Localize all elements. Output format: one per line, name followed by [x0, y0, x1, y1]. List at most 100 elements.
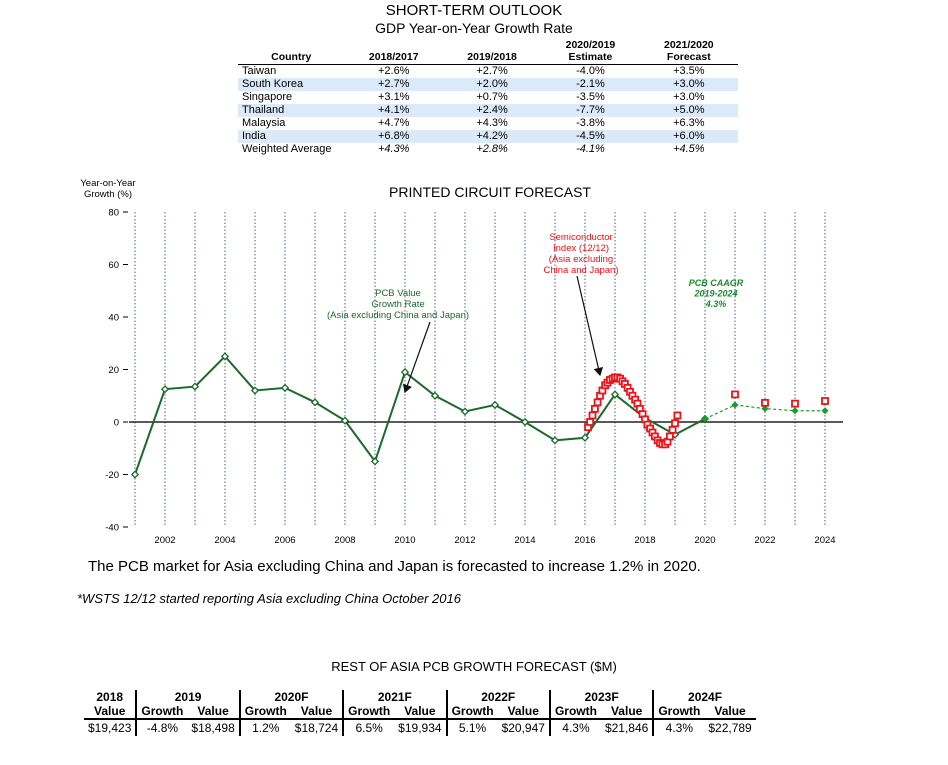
pcb-point [430, 391, 440, 400]
roa-subheader: Value [84, 704, 137, 720]
semiconductor-point [666, 432, 674, 441]
gdp-col-country: Country [238, 39, 345, 65]
gdp-value: -4.0% [576, 65, 605, 77]
gdp-row: Weighted Average +4.3% +2.8% -4.1% +4.5% [238, 143, 738, 156]
gdp-row: Singapore +3.1% +0.7% -3.5% +3.0% [238, 91, 738, 104]
roa-year: 2024F [652, 690, 756, 704]
gdp-value: +3.0% [639, 78, 738, 91]
pcb-point [340, 416, 350, 425]
chart-annotation: PCB Value [375, 288, 421, 299]
gdp-row: South Korea +2.7% +2.0% -2.1% +3.0% [238, 78, 738, 91]
roa-table-title: REST OF ASIA PCB GROWTH FORECAST ($M) [331, 659, 617, 674]
gdp-value: -7.7% [541, 104, 640, 117]
gdp-table: Country 2018/2017 2019/2018 2020/2019 Es… [238, 39, 738, 156]
x-tick-label: 2008 [334, 535, 355, 546]
gdp-country: India [238, 130, 345, 143]
gdp-value: +2.7% [344, 78, 443, 91]
roa-values-row: $19,423 -4.8% $18,498 1.2% $18,724 6.5% $19,93… [84, 719, 756, 736]
gdp-value: +2.0% [442, 78, 542, 91]
roa-year: 2022F [445, 690, 550, 704]
page-subtitle: GDP Year-on-Year Growth Rate [375, 20, 573, 36]
roa-subheader: Value [394, 704, 447, 720]
pcb-point [610, 390, 620, 399]
gdp-value: +2.8% [476, 143, 508, 155]
chart-annotation: Index (12/12) [553, 243, 609, 254]
pcb-point [130, 470, 140, 479]
gdp-table-header: Country 2018/2017 2019/2018 2020/2019 Es… [238, 39, 738, 65]
pcb-point [310, 398, 320, 407]
x-tick-label: 2024 [814, 535, 835, 546]
gdp-value: +3.1% [377, 91, 410, 103]
x-tick-label: 2016 [574, 535, 595, 546]
roa-year: 2021F [342, 690, 447, 704]
caption-note: *WSTS 12/12 started reporting Asia exclu… [77, 591, 461, 606]
x-tick-label: 2010 [394, 535, 415, 546]
x-tick-label: 2020 [694, 535, 715, 546]
pcb-point [160, 385, 170, 394]
y-tick-label: -20 [105, 470, 119, 481]
gdp-value: +4.7% [377, 117, 410, 129]
roa-year: 2019 [135, 690, 240, 704]
roa-subheader: Growth [652, 704, 705, 720]
roa-subheader: Growth [342, 704, 395, 720]
pcb-point [761, 405, 769, 413]
roa-value: 4.3% [548, 719, 601, 736]
gdp-country: Weighted Average [242, 143, 332, 155]
chart-annotation: Semiconductor [549, 232, 612, 243]
semiconductor-point [761, 398, 769, 407]
roa-value: $18,724 [294, 721, 339, 735]
x-tick-label: 2018 [634, 535, 655, 546]
roa-subheader: Growth [135, 704, 188, 720]
caption-main: The PCB market for Asia excluding China … [88, 558, 701, 575]
roa-subheader: Growth [445, 704, 498, 720]
roa-subheader: Value [290, 704, 344, 720]
y-axis-title: Year-on-Year Growth (%) [80, 178, 136, 200]
semiconductor-point [791, 399, 799, 408]
chart-annotation: (Asia excluding [549, 254, 613, 265]
gdp-value: +6.8% [344, 130, 443, 143]
roa-subheader: Growth [548, 704, 601, 720]
gdp-country: Taiwan [242, 65, 277, 77]
semiconductor-point [593, 398, 602, 407]
gdp-value: -3.5% [576, 91, 605, 103]
pcb-point [190, 382, 200, 391]
roa-table: 2018 2019 2020F 2021F 2022F 2023F 2024F … [84, 690, 756, 736]
pcb-forecast-chart: -40 -20 0 20 40 60 80 2002 2004 2006 2008 2010 2012 2… [105, 208, 843, 546]
gdp-country: Malaysia [242, 117, 286, 129]
chart-annotation: 2019-2024 [693, 289, 737, 299]
roa-subheader-row: Value Growth Value Growth Value Growth Value Gr… [84, 704, 756, 720]
pcb-point [821, 407, 829, 415]
chart-annotation: 4.3% [705, 299, 727, 309]
gdp-value: +4.5% [673, 143, 705, 155]
pcb-point [490, 400, 500, 410]
gdp-value: +4.1% [344, 104, 443, 117]
semi-annotation-arrow [576, 275, 604, 377]
gdp-value: +6.3% [673, 117, 705, 129]
gdp-row: Thailand +4.1% +2.4% -7.7% +5.0% [238, 104, 738, 117]
chart-annotation: China and Japan) [544, 265, 619, 276]
pcb-point [250, 386, 260, 395]
y-tick-label: 80 [108, 208, 119, 219]
gdp-row: Malaysia +4.7% +4.3% -3.8% +6.3% [238, 117, 738, 130]
roa-year: 2020F [238, 690, 344, 704]
x-tick-label: 2004 [214, 535, 235, 546]
x-tick-label: 2006 [274, 535, 295, 546]
roa-subheader: Value [600, 704, 654, 720]
pcb-point [520, 417, 530, 427]
roa-value: -4.8% [135, 719, 188, 736]
semiconductor-point [591, 404, 599, 413]
semiconductor-point [668, 425, 677, 434]
gdp-row: India +6.8% +4.2% -4.5% +6.0% [238, 130, 738, 143]
pcb-point [580, 433, 590, 442]
gdp-col-2018: 2018/2017 [344, 39, 443, 65]
semiconductor-point [731, 390, 739, 399]
gdp-value: +3.0% [673, 91, 705, 103]
pcb-point [220, 352, 230, 361]
y-tick-label: 40 [108, 313, 119, 324]
y-tick-label: 0 [114, 418, 119, 429]
pcb-point [791, 407, 799, 415]
roa-subheader: Value [704, 704, 756, 720]
semiconductor-point [586, 418, 594, 426]
roa-year: 2018 [96, 690, 124, 704]
roa-value: 6.5% [342, 719, 395, 736]
